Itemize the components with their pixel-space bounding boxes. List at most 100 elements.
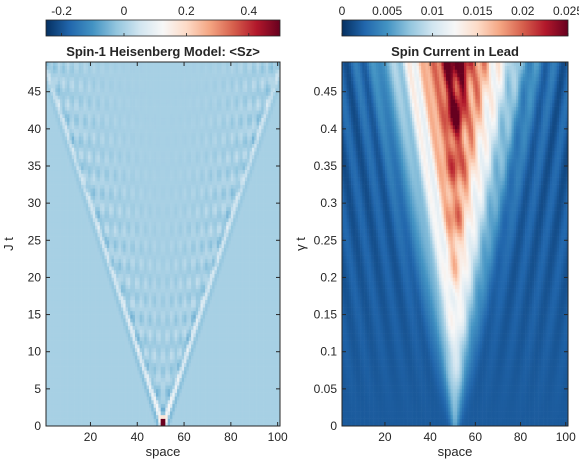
heatmap-cell: [258, 255, 262, 260]
heatmap-cell: [144, 244, 147, 249]
heatmap-cell: [48, 422, 51, 426]
heatmap-cell: [125, 348, 129, 353]
heatmap-cell: [265, 385, 269, 390]
heatmap-cell: [146, 403, 150, 408]
heatmap-cell: [46, 255, 49, 260]
heatmap-cell: [219, 351, 222, 356]
heatmap-cell: [235, 414, 239, 419]
heatmap-cell: [120, 362, 124, 367]
heatmap-cell: [69, 388, 73, 393]
heatmap-cell: [148, 422, 152, 426]
heatmap-cell: [251, 329, 255, 334]
heatmap-cell: [212, 262, 215, 267]
heatmap-cell: [261, 366, 264, 371]
heatmap-cell: [99, 273, 103, 278]
heatmap-cell: [270, 299, 274, 304]
heatmap-cell: [71, 344, 75, 349]
heatmap-cell: [50, 299, 54, 304]
heatmap-cell: [214, 310, 218, 315]
heatmap-cell: [165, 348, 168, 353]
heatmap-cell: [153, 288, 157, 293]
heatmap-cell: [92, 244, 96, 249]
heatmap-cell: [179, 407, 183, 412]
heatmap-cell: [221, 385, 225, 390]
heatmap-cell: [270, 351, 274, 356]
heatmap-cell: [240, 359, 243, 364]
heatmap-cell: [181, 292, 185, 297]
heatmap-cell: [272, 422, 276, 426]
heatmap-cell: [272, 340, 276, 345]
heatmap-cell: [228, 374, 232, 379]
heatmap-cell: [99, 325, 103, 330]
heatmap-cell: [69, 344, 73, 349]
heatmap-cell: [240, 370, 243, 375]
heatmap-cell: [244, 392, 248, 397]
heatmap-cell: [123, 277, 126, 282]
heatmap-cell: [153, 240, 157, 245]
heatmap-cell: [118, 388, 122, 393]
heatmap-cell: [127, 392, 131, 397]
heatmap-cell: [240, 288, 243, 293]
heatmap-cell: [158, 422, 161, 426]
heatmap-cell: [132, 262, 136, 267]
heatmap-cell: [191, 374, 194, 379]
heatmap-cell: [263, 318, 267, 323]
heatmap-cell: [221, 310, 225, 315]
heatmap-cell: [226, 273, 229, 278]
heatmap-cell: [270, 318, 274, 323]
heatmap-cell: [50, 418, 54, 423]
heatmap-cell: [254, 374, 257, 379]
heatmap-cell: [125, 400, 129, 405]
heatmap-cell: [230, 307, 234, 312]
heatmap-cell: [165, 303, 168, 308]
heatmap-cell: [205, 396, 208, 401]
heatmap-cell: [198, 336, 201, 341]
heatmap-cell: [256, 385, 260, 390]
heatmap-cell: [71, 251, 75, 256]
heatmap-cell: [268, 414, 271, 419]
heatmap-cell: [104, 340, 108, 345]
heatmap-cell: [62, 377, 66, 382]
heatmap-cell: [163, 281, 166, 286]
heatmap-cell: [60, 247, 63, 252]
heatmap-cell: [69, 329, 73, 334]
heatmap-cell: [261, 388, 264, 393]
heatmap-cell: [78, 411, 82, 416]
heatmap-cell: [233, 288, 236, 293]
heatmap-cell: [202, 370, 206, 375]
heatmap-cell: [67, 422, 70, 426]
heatmap-cell: [200, 292, 204, 297]
heatmap-cell: [137, 244, 140, 249]
heatmap-cell: [174, 344, 178, 349]
heatmap-cell: [50, 247, 54, 252]
heatmap-cell: [148, 258, 152, 263]
heatmap-cell: [193, 414, 197, 419]
heatmap-cell: [146, 414, 150, 419]
heatmap-cell: [118, 344, 122, 349]
heatmap-cell: [116, 270, 119, 275]
heatmap-cell: [57, 325, 61, 330]
heatmap-cell: [263, 374, 267, 379]
heatmap-cell: [244, 348, 248, 353]
heatmap-cell: [74, 273, 77, 278]
heatmap-cell: [102, 258, 105, 263]
heatmap-cell: [50, 422, 54, 426]
heatmap-cell: [181, 299, 185, 304]
heatmap-cell: [191, 303, 194, 308]
heatmap-cell: [251, 340, 255, 345]
heatmap-cell: [155, 388, 159, 393]
heatmap-cell: [226, 392, 229, 397]
heatmap-cell: [240, 377, 243, 382]
heatmap-cell: [88, 258, 91, 263]
heatmap-cell: [247, 325, 250, 330]
heatmap-cell: [167, 362, 171, 367]
heatmap-cell: [46, 307, 49, 312]
heatmap-cell: [195, 288, 199, 293]
heatmap-cell: [272, 266, 276, 271]
heatmap-cell: [139, 244, 143, 249]
heatmap-cell: [113, 255, 117, 260]
heatmap-cell: [109, 240, 112, 245]
heatmap-cell: [60, 292, 63, 297]
heatmap-cell: [219, 277, 222, 282]
heatmap-cell: [141, 414, 145, 419]
